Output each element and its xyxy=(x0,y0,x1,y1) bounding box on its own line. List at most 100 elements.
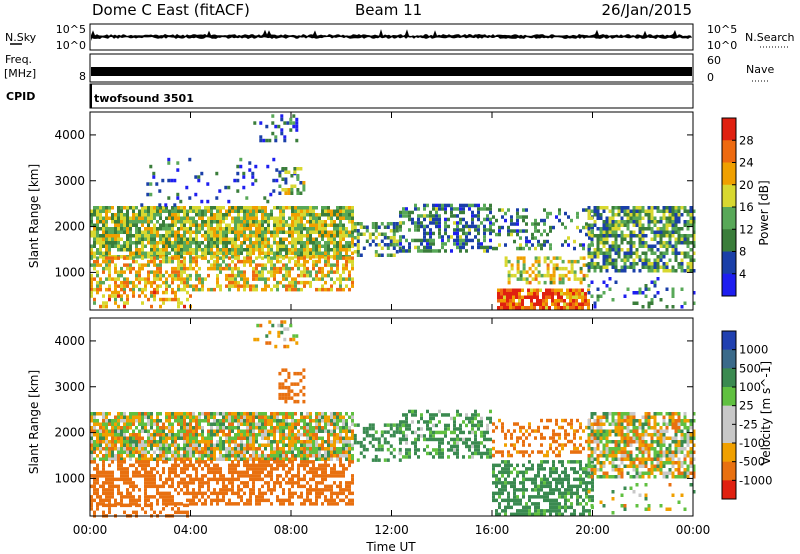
power-cell xyxy=(348,270,351,274)
power-cell xyxy=(324,259,327,264)
velocity-cell xyxy=(123,426,126,430)
power-cell xyxy=(177,263,180,267)
velocity-cell xyxy=(141,467,144,471)
velocity-cell xyxy=(90,457,93,461)
power-cell xyxy=(234,277,237,281)
power-cell xyxy=(261,270,264,274)
velocity-cell xyxy=(144,415,147,419)
velocity-cell xyxy=(303,484,306,489)
velocity-cell xyxy=(120,477,123,482)
velocity-cell xyxy=(222,440,225,444)
power-cell xyxy=(503,288,506,292)
power-cell xyxy=(96,241,99,245)
velocity-cell xyxy=(210,433,213,437)
power-cell xyxy=(159,251,162,255)
power-cell xyxy=(677,227,681,231)
power-cell xyxy=(288,216,291,220)
power-cell xyxy=(671,265,675,269)
power-cell xyxy=(324,241,327,245)
velocity-cell xyxy=(312,429,315,433)
velocity-cell xyxy=(159,433,162,437)
power-cell xyxy=(471,238,474,243)
velocity-cell xyxy=(264,457,267,461)
velocity-cell xyxy=(300,502,303,506)
power-cell xyxy=(614,248,618,252)
power-cell xyxy=(620,220,624,224)
velocity-cell xyxy=(168,450,171,454)
power-cell xyxy=(156,263,159,267)
power-cell xyxy=(395,229,399,233)
power-cell xyxy=(462,224,465,229)
velocity-cell xyxy=(264,443,267,447)
velocity-cell xyxy=(327,450,330,454)
velocity-cell xyxy=(261,429,264,433)
velocity-cell xyxy=(255,502,258,506)
power-cell xyxy=(533,295,536,299)
power-cell xyxy=(596,206,600,210)
power-cell xyxy=(93,244,96,248)
power-cell xyxy=(318,287,321,292)
power-cell xyxy=(285,237,288,241)
power-cell xyxy=(192,241,195,245)
power-cell xyxy=(620,234,624,238)
power-cell xyxy=(282,256,285,260)
power-cell xyxy=(560,299,563,303)
power-cell xyxy=(686,244,690,248)
velocity-cell xyxy=(348,447,351,451)
power-cell xyxy=(342,270,345,274)
velocity-cell xyxy=(207,433,210,437)
power-cell xyxy=(279,244,282,248)
power-cell xyxy=(309,237,312,241)
velocity-cell xyxy=(294,426,297,430)
velocity-cell xyxy=(177,474,180,478)
power-cell xyxy=(255,263,258,267)
power-cell xyxy=(327,206,330,210)
velocity-cell xyxy=(345,450,348,454)
power-cell xyxy=(429,217,432,222)
power-cell xyxy=(111,256,114,260)
power-cell xyxy=(617,213,621,217)
power-cell xyxy=(312,255,315,259)
power-cell xyxy=(500,288,503,292)
power-cell xyxy=(327,234,330,238)
power-cell xyxy=(171,256,174,260)
power-cell xyxy=(222,266,225,271)
velocity-cell xyxy=(267,484,270,489)
velocity-cell xyxy=(165,440,168,444)
velocity-cell xyxy=(300,443,303,447)
velocity-cell xyxy=(309,470,312,475)
power-cell xyxy=(593,220,597,224)
power-cell xyxy=(284,188,288,192)
velocity-cell xyxy=(333,454,336,458)
power-cell xyxy=(534,222,537,226)
power-cell xyxy=(692,227,696,231)
power-cell xyxy=(246,234,249,238)
power-cell xyxy=(689,206,693,210)
power-cell xyxy=(216,237,219,241)
velocity-cell xyxy=(234,450,237,454)
power-cell xyxy=(255,216,258,220)
power-cell xyxy=(234,248,237,252)
power-cell xyxy=(255,244,258,248)
velocity-cell xyxy=(162,436,165,440)
power-cell xyxy=(162,290,165,295)
velocity-cell xyxy=(309,443,312,447)
power-cell xyxy=(280,128,284,132)
power-cell xyxy=(575,288,578,292)
velocity-cell xyxy=(306,495,309,499)
power-cell xyxy=(557,295,560,299)
power-cell xyxy=(519,246,522,251)
power-cell xyxy=(249,220,252,224)
velocity-cell xyxy=(252,415,255,419)
velocity-cell xyxy=(285,412,288,416)
power-cell xyxy=(159,266,162,271)
velocity-cell xyxy=(189,447,192,451)
power-cell xyxy=(689,216,693,220)
power-cell xyxy=(228,266,231,271)
power-cell xyxy=(150,209,153,213)
velocity-cell xyxy=(204,502,207,506)
power-cell xyxy=(480,245,483,250)
power-cell xyxy=(528,273,532,278)
power-cell xyxy=(321,223,324,227)
velocity-cell xyxy=(192,463,195,468)
